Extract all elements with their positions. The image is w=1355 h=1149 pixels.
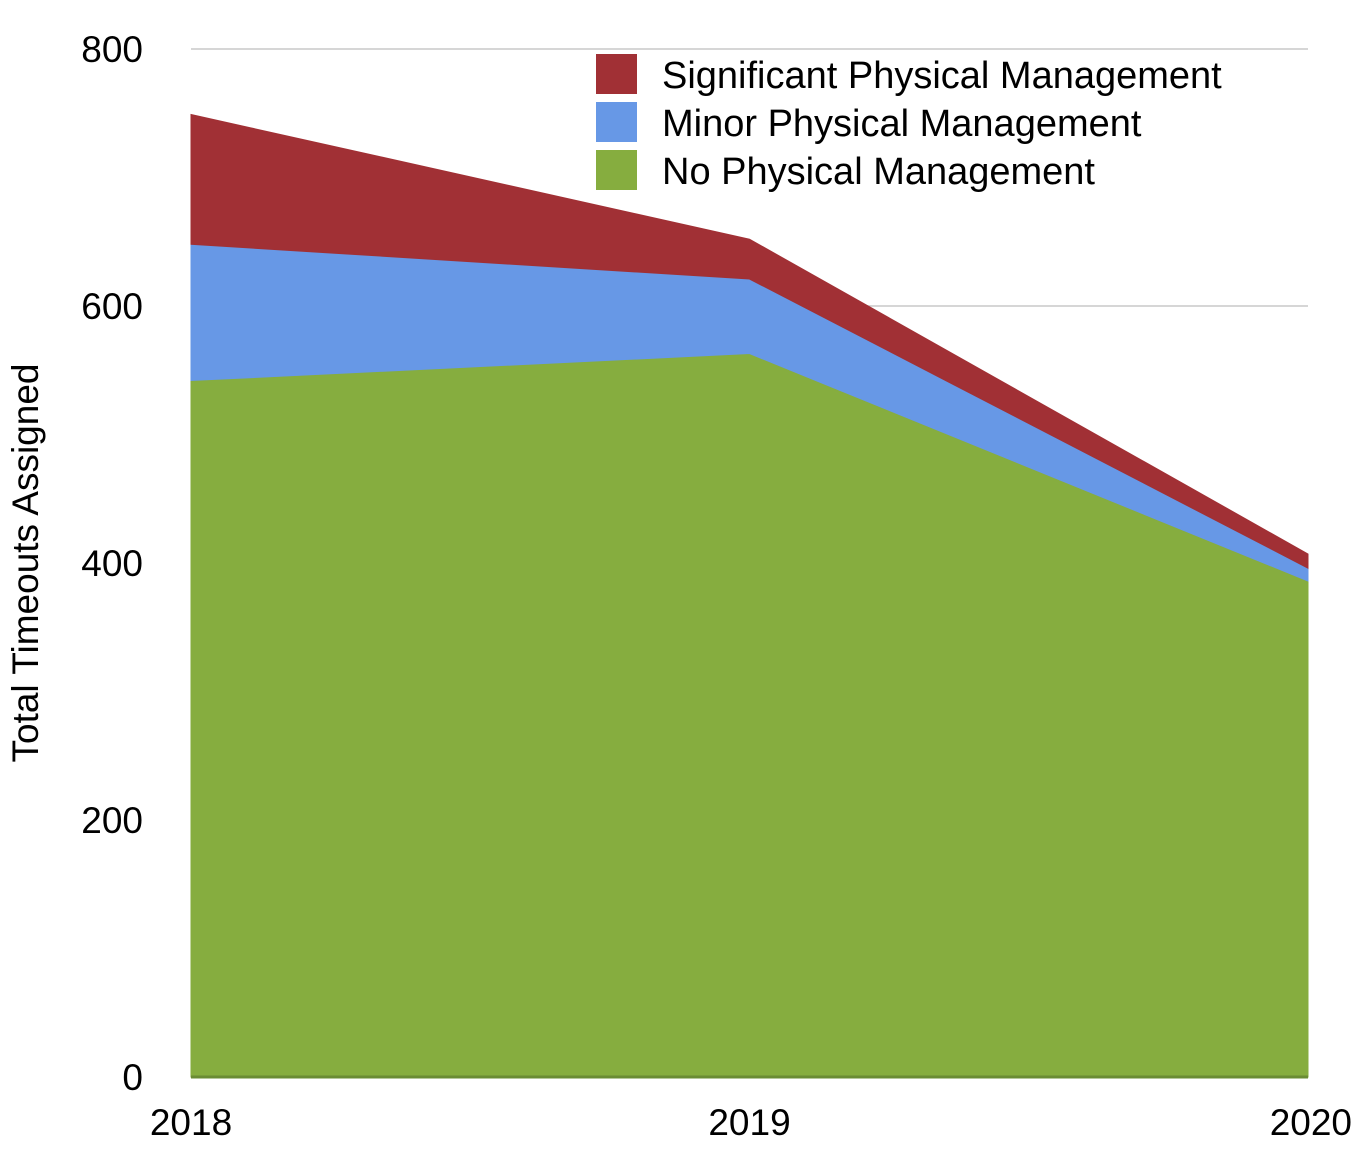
legend: Significant Physical Management Minor Phy… — [596, 54, 1222, 193]
y-tick-label-800: 800 — [81, 29, 143, 70]
y-axis-label: Total Timeouts Assigned — [5, 364, 46, 763]
axes: 0 200 400 600 800 2018 2019 2020 Total Timeouts … — [5, 29, 1352, 1143]
y-tick-label-600: 600 — [81, 286, 143, 327]
area-series — [190, 113, 1309, 1078]
legend-swatch-minor-physical-management — [596, 102, 637, 142]
x-tick-label-2018: 2018 — [150, 1102, 232, 1143]
legend-label-no-physical-management: No Physical Management — [662, 151, 1095, 193]
x-tick-label-2019: 2019 — [708, 1102, 790, 1143]
y-tick-label-0: 0 — [122, 1057, 143, 1098]
legend-label-minor-physical-management: Minor Physical Management — [662, 103, 1142, 145]
legend-swatch-no-physical-management — [596, 150, 637, 190]
y-tick-label-200: 200 — [81, 800, 143, 841]
legend-swatch-significant-physical-management — [596, 54, 637, 94]
legend-label-significant-physical-management: Significant Physical Management — [662, 55, 1222, 97]
area-significant-physical-management — [190, 113, 1309, 569]
x-tick-label-2020: 2020 — [1270, 1102, 1352, 1143]
y-tick-label-400: 400 — [81, 543, 143, 584]
